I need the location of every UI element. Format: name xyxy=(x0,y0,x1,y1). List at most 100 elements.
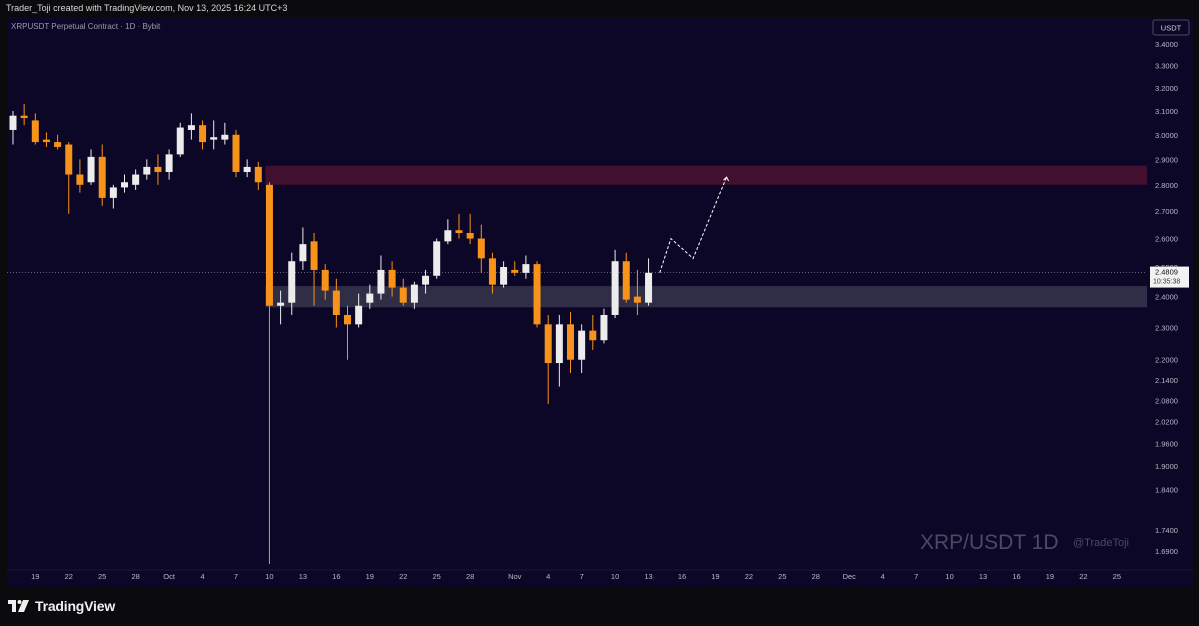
candle-body[interactable] xyxy=(611,261,619,315)
candle-body[interactable] xyxy=(54,142,62,147)
candle-body[interactable] xyxy=(422,275,430,285)
candle-body[interactable] xyxy=(187,125,195,130)
projection-path xyxy=(659,176,728,273)
candle-body[interactable] xyxy=(288,261,296,303)
projection-arrow-icon xyxy=(723,176,730,182)
candle-body[interactable] xyxy=(377,269,385,294)
candle-body[interactable] xyxy=(600,314,608,341)
top-bar: Trader_Toji created with TradingView.com… xyxy=(0,0,1199,17)
candle-body[interactable] xyxy=(366,293,374,303)
candle-body[interactable] xyxy=(477,238,485,259)
y-tick-label: 1.8400 xyxy=(1155,485,1178,494)
candle-body[interactable] xyxy=(399,287,407,303)
x-tick-label: 4 xyxy=(200,572,204,581)
candle-body[interactable] xyxy=(65,144,73,175)
x-tick-label: 19 xyxy=(1046,572,1054,581)
candle-body[interactable] xyxy=(42,139,50,143)
candle-body[interactable] xyxy=(645,272,653,303)
candle-body[interactable] xyxy=(567,324,574,360)
currency-button[interactable] xyxy=(1152,19,1190,36)
candle-body[interactable] xyxy=(31,120,39,143)
candle-body[interactable] xyxy=(622,261,630,300)
candle-body[interactable] xyxy=(321,269,329,291)
candle-body[interactable] xyxy=(143,166,151,175)
candle-body[interactable] xyxy=(511,269,519,273)
x-tick-label: 19 xyxy=(31,572,39,581)
x-tick-label: 19 xyxy=(366,572,374,581)
y-tick-label: 3.2000 xyxy=(1155,84,1178,93)
candle-body[interactable] xyxy=(533,264,541,325)
candle-body[interactable] xyxy=(578,330,586,360)
x-tick-label: 22 xyxy=(399,572,407,581)
candle-body[interactable] xyxy=(633,296,641,303)
candle-body[interactable] xyxy=(176,127,184,155)
candle-body[interactable] xyxy=(132,174,140,185)
x-tick-label: 19 xyxy=(711,572,719,581)
watermark-handle: @TradeToji xyxy=(1073,537,1129,549)
candle-body[interactable] xyxy=(488,258,496,285)
candle-body[interactable] xyxy=(109,187,117,198)
candle-body[interactable] xyxy=(344,314,351,325)
y-tick-label: 1.9000 xyxy=(1155,462,1178,471)
candle-body[interactable] xyxy=(589,330,597,341)
candle-body[interactable] xyxy=(121,182,128,188)
candle-body[interactable] xyxy=(277,302,285,306)
candle-body[interactable] xyxy=(20,115,28,119)
x-tick-label: 25 xyxy=(1113,572,1121,581)
x-tick-label: Oct xyxy=(163,572,176,581)
chart-area[interactable]: 3.4000 3.3000 3.2000 3.1000 3.0000 2.9000 2.80… xyxy=(7,17,1193,587)
candle-body[interactable] xyxy=(199,125,207,143)
countdown-value: 10:35:38 xyxy=(1153,279,1180,286)
y-tick-label: 3.0000 xyxy=(1155,131,1178,140)
x-tick-label: 10 xyxy=(611,572,619,581)
x-tick-label: 13 xyxy=(979,572,987,581)
candle-body[interactable] xyxy=(265,184,273,306)
candle-body[interactable] xyxy=(98,156,106,198)
x-tick-label: 16 xyxy=(332,572,340,581)
candle-body[interactable] xyxy=(500,267,508,285)
tradingview-logo[interactable]: TradingView xyxy=(8,598,115,614)
candle-body[interactable] xyxy=(466,233,474,239)
candle-body[interactable] xyxy=(544,324,552,364)
y-tick-label: 3.1000 xyxy=(1155,107,1178,116)
candle-body[interactable] xyxy=(299,244,307,262)
candle-body[interactable] xyxy=(410,284,418,303)
last-price-value: 2.4809 xyxy=(1155,268,1178,277)
x-tick-label: Nov xyxy=(508,572,522,581)
x-tick-label: 28 xyxy=(466,572,474,581)
price-chart[interactable]: 3.4000 3.3000 3.2000 3.1000 3.0000 2.9000 2.80… xyxy=(7,17,1193,587)
y-tick-label: 1.9600 xyxy=(1155,440,1178,449)
candle-body[interactable] xyxy=(243,166,251,172)
y-tick-label: 3.3000 xyxy=(1155,62,1178,71)
candle-body[interactable] xyxy=(433,241,441,276)
candle-body[interactable] xyxy=(9,115,17,130)
candle-body[interactable] xyxy=(87,156,95,183)
candle-body[interactable] xyxy=(455,230,463,234)
x-tick-label: 13 xyxy=(299,572,307,581)
candle-body[interactable] xyxy=(332,290,340,315)
y-tick-label: 2.9000 xyxy=(1155,155,1178,164)
y-tick-label: 2.6000 xyxy=(1155,235,1178,244)
candle-body[interactable] xyxy=(232,134,240,172)
zone-support xyxy=(265,286,1147,308)
candle-body[interactable] xyxy=(355,305,363,325)
y-tick-label: 2.7000 xyxy=(1155,207,1178,216)
candle-body[interactable] xyxy=(310,241,318,270)
x-tick-label: 7 xyxy=(234,572,238,581)
candle-body[interactable] xyxy=(154,166,162,172)
y-tick-label: 2.8000 xyxy=(1155,181,1178,190)
candle-body[interactable] xyxy=(254,166,262,183)
y-tick-label: 2.4000 xyxy=(1155,293,1178,302)
x-tick-label: 10 xyxy=(945,572,953,581)
candle-body[interactable] xyxy=(522,264,530,273)
x-tick-label: 7 xyxy=(580,572,584,581)
candle-body[interactable] xyxy=(388,269,396,288)
candle-body[interactable] xyxy=(444,230,452,242)
candle-body[interactable] xyxy=(210,137,218,140)
y-tick-label: 1.6900 xyxy=(1155,547,1178,556)
candle-body[interactable] xyxy=(221,134,229,140)
candle-body[interactable] xyxy=(76,174,84,185)
x-tick-label: 28 xyxy=(812,572,820,581)
candle-body[interactable] xyxy=(165,154,173,172)
candle-body[interactable] xyxy=(555,324,563,364)
